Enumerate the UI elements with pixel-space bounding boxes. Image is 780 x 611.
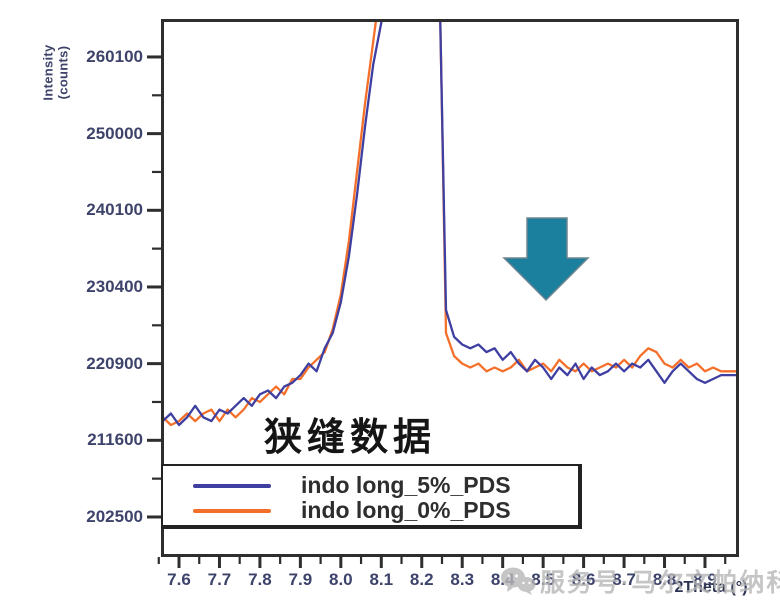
x-tick-label: 8.6 xyxy=(571,570,596,589)
y-tick-label: 230400 xyxy=(86,276,143,296)
legend-item-5pct: indo long_5%_PDS xyxy=(163,473,578,498)
x-tick-label: 8.2 xyxy=(409,570,434,589)
x-tick-label: 7.6 xyxy=(167,570,191,589)
curve-5pct xyxy=(164,22,736,427)
y-tick-label: 250000 xyxy=(86,123,143,143)
x-axis-title: 2Theta (°) xyxy=(674,579,748,596)
data-curves xyxy=(164,22,736,427)
legend-line-orange xyxy=(193,508,271,513)
x-tick-label: 8.8 xyxy=(652,570,677,589)
y-axis-title: Intensity (counts) xyxy=(40,44,71,101)
y-tick-label: 260100 xyxy=(86,46,143,66)
y-tick-label: 220900 xyxy=(86,353,143,373)
y-tick-label: 240100 xyxy=(86,200,143,220)
x-tick-label: 8.0 xyxy=(329,570,353,589)
x-tick-label: 7.9 xyxy=(288,570,313,589)
x-tick-label: 7.8 xyxy=(248,570,272,589)
x-tick-label: 8.4 xyxy=(490,570,515,589)
x-tick-label: 8.1 xyxy=(369,570,394,589)
x-tick-label: 8.9 xyxy=(693,570,717,589)
curve-0pct xyxy=(164,22,736,427)
x-tick-label: 7.7 xyxy=(207,570,232,589)
x-tick-label: 8.3 xyxy=(450,570,475,589)
x-tick-label: 8.7 xyxy=(612,570,636,589)
legend-label-5pct: indo long_5%_PDS xyxy=(301,472,511,498)
x-tick-label: 8.5 xyxy=(531,570,555,589)
y-tick-label: 211600 xyxy=(87,430,143,450)
legend-line-blue xyxy=(193,483,271,488)
legend-item-0pct: indo long_0%_PDS xyxy=(163,498,578,523)
slit-data-annotation: 狭缝数据 xyxy=(264,417,437,459)
legend-label-0pct: indo long_0%_PDS xyxy=(301,497,511,523)
legend-box: indo long_5%_PDS indo long_0%_PDS xyxy=(161,464,582,529)
y-tick-label: 202500 xyxy=(86,506,143,526)
